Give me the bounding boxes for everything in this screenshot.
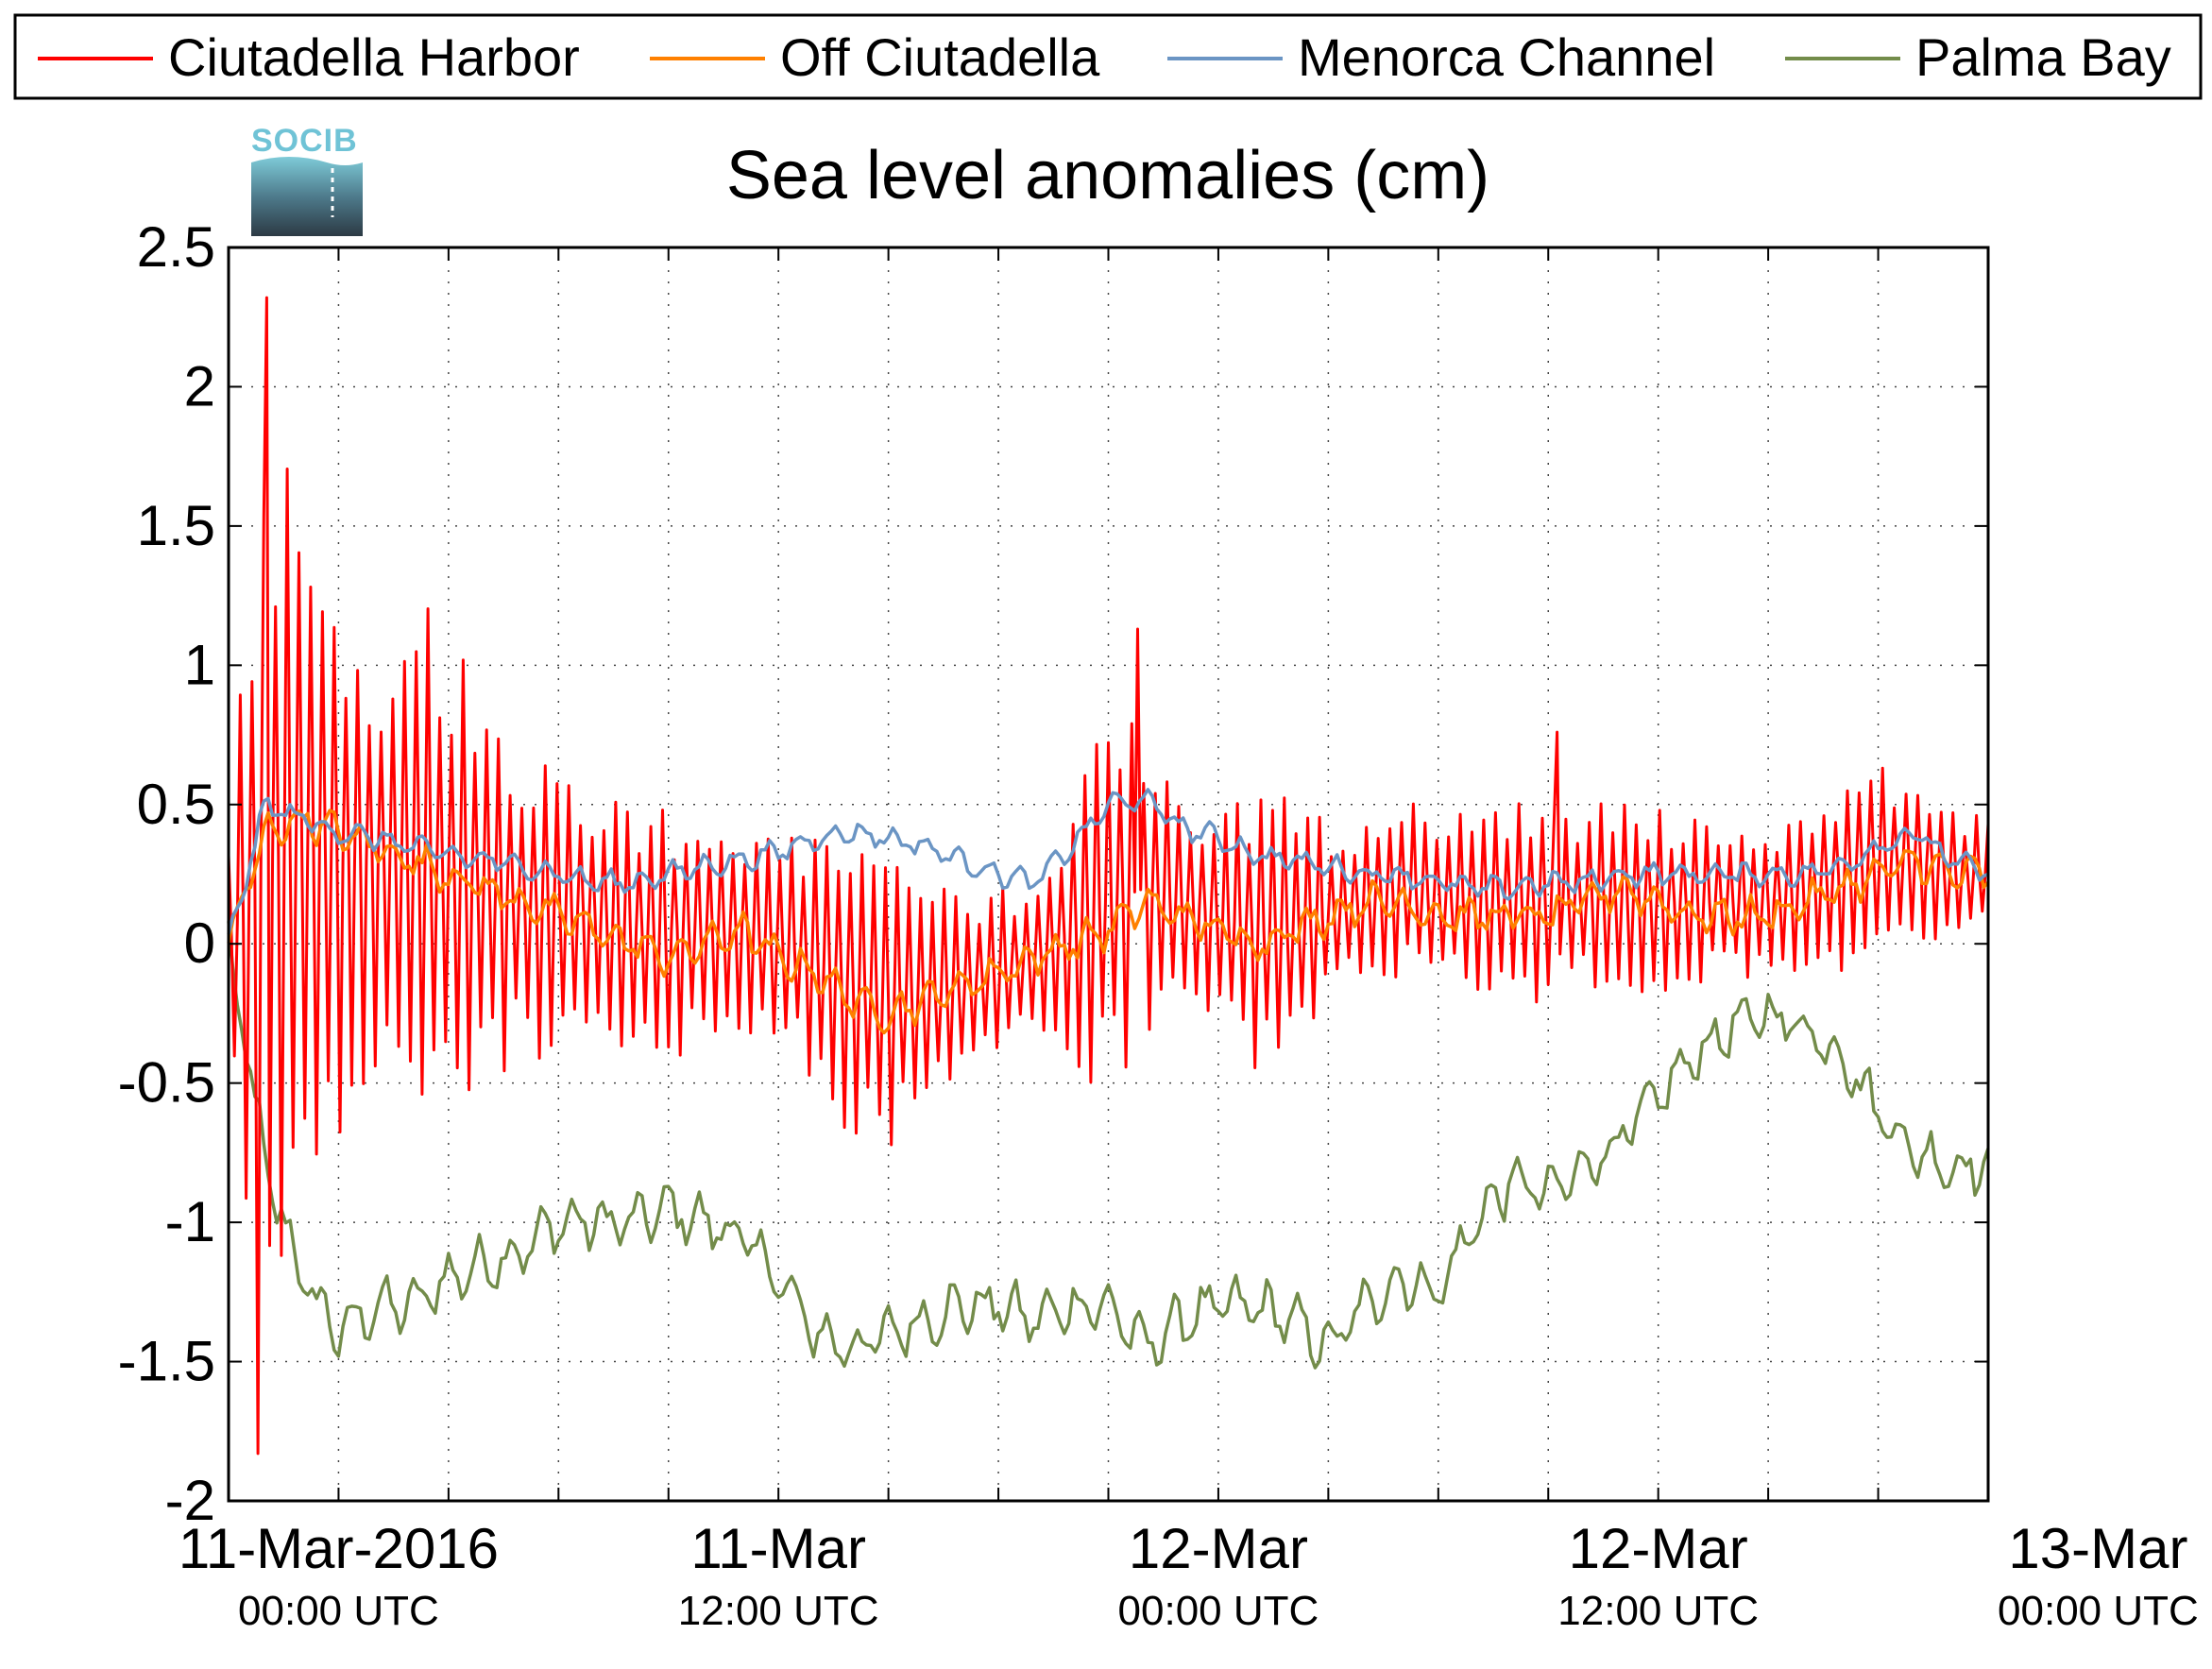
y-tick-label: 0.5 bbox=[137, 773, 215, 836]
series-line-palma-bay bbox=[227, 921, 1990, 1370]
legend-label-off-ciutadella: Off Ciutadella bbox=[780, 27, 1100, 87]
x-tick-sublabel: 12:00 UTC bbox=[678, 1588, 879, 1634]
legend: Ciutadella Harbor Off Ciutadella Menorca… bbox=[13, 13, 2203, 100]
x-tick-label: 12-Mar bbox=[1569, 1517, 1748, 1580]
x-tick-sublabel: 12:00 UTC bbox=[1557, 1588, 1759, 1634]
x-tick-sublabel: 00:00 UTC bbox=[1998, 1588, 2199, 1634]
x-tick-label: 11-Mar-2016 bbox=[179, 1517, 499, 1580]
legend-label-palma-bay: Palma Bay bbox=[1915, 27, 2171, 87]
legend-label-menorca-channel: Menorca Channel bbox=[1298, 27, 1715, 87]
y-tick-label: 2 bbox=[184, 354, 215, 417]
socib-logo-wave bbox=[251, 157, 363, 236]
y-tick-label: -0.5 bbox=[118, 1051, 215, 1115]
y-tick-label: -1 bbox=[165, 1190, 215, 1253]
y-tick-label: -2 bbox=[165, 1469, 215, 1532]
plot-area: 2.5 2 1.5 1 0.5 0 -0.5 -1 -1.5 -211-Mar-2016 00:00… bbox=[118, 215, 2199, 1634]
series-line-ciutadella-harbor bbox=[227, 296, 1990, 1456]
y-tick-label: -1.5 bbox=[118, 1330, 215, 1393]
y-tick-label: 2.5 bbox=[137, 215, 215, 279]
x-tick-sublabel: 00:00 UTC bbox=[1118, 1588, 1319, 1634]
x-tick-label: 12-Mar bbox=[1129, 1517, 1308, 1580]
y-tick-label: 0 bbox=[184, 911, 215, 975]
x-tick-sublabel: 00:00 UTC bbox=[238, 1588, 439, 1634]
chart-title: Sea level anomalies (cm) bbox=[726, 138, 1489, 213]
socib-logo: SOCIB bbox=[251, 123, 363, 236]
y-tick-label: 1.5 bbox=[137, 494, 215, 557]
legend-label-ciutadella-harbor: Ciutadella Harbor bbox=[168, 27, 580, 87]
series-line-menorca-channel bbox=[227, 788, 1989, 935]
x-tick-label: 11-Mar bbox=[690, 1517, 866, 1580]
series-line-off-ciutadella bbox=[227, 809, 1990, 1035]
x-tick-label: 13-Mar bbox=[2008, 1517, 2187, 1580]
y-tick-label: 1 bbox=[184, 633, 215, 696]
socib-logo-text: SOCIB bbox=[251, 123, 358, 159]
